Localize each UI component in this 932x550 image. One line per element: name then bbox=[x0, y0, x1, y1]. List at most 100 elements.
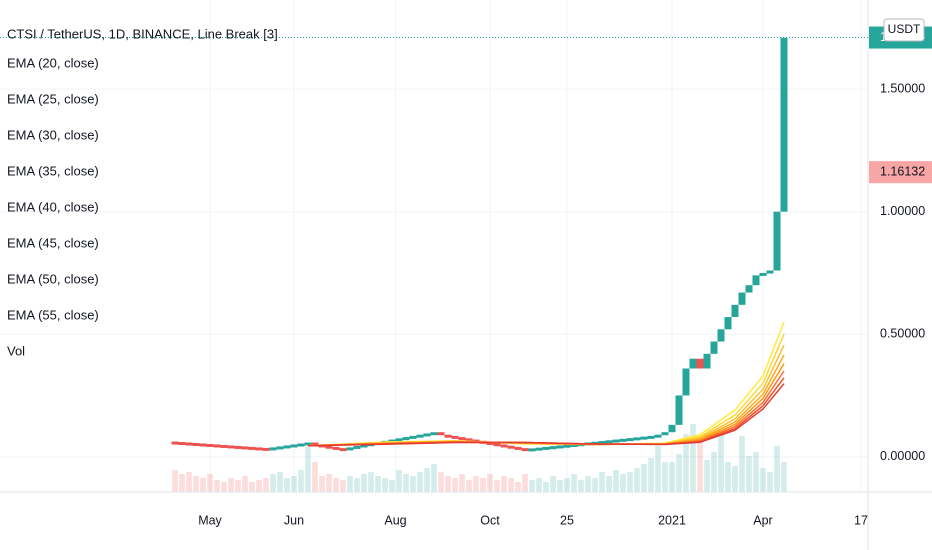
brick bbox=[444, 434, 452, 438]
x-tick-label: 2021 bbox=[658, 513, 686, 527]
brick bbox=[626, 438, 634, 442]
volume-bar bbox=[214, 480, 220, 492]
volume-bar bbox=[683, 434, 689, 492]
volume-bar bbox=[298, 470, 304, 492]
volume-bar bbox=[221, 482, 227, 492]
brick bbox=[759, 272, 767, 276]
volume-bar bbox=[725, 462, 731, 492]
brick bbox=[304, 442, 312, 446]
brick bbox=[696, 358, 704, 369]
x-tick-label: 17 bbox=[854, 513, 868, 527]
volume-bar bbox=[739, 436, 745, 492]
volume-bar bbox=[270, 474, 276, 492]
brick bbox=[514, 446, 522, 450]
brick bbox=[717, 329, 725, 342]
volume-bar bbox=[767, 472, 773, 492]
volume-bar bbox=[578, 480, 584, 492]
brick bbox=[710, 341, 718, 354]
brick bbox=[598, 441, 606, 445]
volume-bar bbox=[606, 476, 612, 492]
brick bbox=[640, 436, 648, 440]
brick bbox=[276, 446, 284, 450]
volume-bar bbox=[459, 474, 465, 492]
volume-bar bbox=[305, 447, 311, 492]
volume-bar bbox=[473, 476, 479, 492]
brick bbox=[353, 445, 361, 449]
brick bbox=[549, 446, 557, 450]
brick bbox=[731, 304, 739, 318]
brick bbox=[619, 438, 627, 442]
volume-bar bbox=[746, 456, 752, 492]
brick bbox=[654, 434, 662, 438]
brick bbox=[465, 438, 473, 442]
brick bbox=[486, 442, 494, 446]
brick bbox=[605, 440, 613, 444]
volume-bar bbox=[242, 476, 248, 492]
brick bbox=[633, 437, 641, 441]
y-tick-label: 0.50000 bbox=[880, 327, 925, 341]
legend-entry: Vol bbox=[7, 343, 25, 358]
volume-bar bbox=[354, 478, 360, 492]
currency-button[interactable] bbox=[883, 18, 925, 42]
volume-bar bbox=[550, 476, 556, 492]
volume-bar bbox=[256, 480, 262, 492]
x-tick-label: Aug bbox=[384, 513, 406, 527]
brick bbox=[528, 448, 536, 452]
brick bbox=[339, 448, 347, 452]
volume-bar bbox=[774, 446, 780, 492]
brick bbox=[682, 368, 690, 396]
x-tick-label: Apr bbox=[753, 513, 772, 527]
brick bbox=[171, 441, 179, 445]
volume-bar bbox=[347, 476, 353, 492]
price-label-box bbox=[869, 161, 932, 184]
volume-bar bbox=[179, 474, 185, 492]
volume-bar bbox=[669, 462, 675, 492]
brick bbox=[360, 444, 368, 448]
brick bbox=[500, 444, 508, 448]
legend-entry: EMA (30, close) bbox=[7, 127, 99, 142]
volume-bar bbox=[487, 474, 493, 492]
volume-bar bbox=[410, 476, 416, 492]
brick bbox=[241, 446, 249, 450]
volume-bar bbox=[389, 480, 395, 492]
x-tick-label: May bbox=[198, 513, 222, 527]
legend-entry: EMA (50, close) bbox=[7, 271, 99, 286]
brick bbox=[738, 292, 746, 305]
volume-bar bbox=[207, 474, 213, 492]
brick bbox=[388, 439, 396, 443]
volume-bar bbox=[291, 476, 297, 492]
volume bbox=[172, 424, 787, 492]
volume-bar bbox=[704, 460, 710, 492]
volume-bar bbox=[368, 472, 374, 492]
legend-entry: EMA (45, close) bbox=[7, 235, 99, 250]
brick bbox=[724, 317, 732, 330]
volume-bar bbox=[333, 478, 339, 492]
brick bbox=[612, 439, 620, 443]
brick bbox=[556, 445, 564, 449]
volume-bar bbox=[648, 458, 654, 492]
brick bbox=[689, 358, 697, 369]
brick bbox=[220, 444, 228, 448]
volume-bar bbox=[522, 474, 528, 492]
volume-bar bbox=[571, 474, 577, 492]
volume-bar bbox=[508, 478, 514, 492]
volume-bar bbox=[711, 452, 717, 492]
volume-bar bbox=[438, 472, 444, 492]
brick bbox=[668, 424, 676, 433]
volume-bar bbox=[340, 480, 346, 492]
legend-entry: EMA (40, close) bbox=[7, 199, 99, 214]
brick bbox=[290, 444, 298, 448]
volume-bar bbox=[627, 472, 633, 492]
volume-bar bbox=[186, 472, 192, 492]
volume-bar bbox=[592, 478, 598, 492]
volume-bar bbox=[620, 474, 626, 492]
brick bbox=[766, 270, 774, 274]
brick bbox=[311, 442, 319, 446]
volume-bar bbox=[732, 466, 738, 492]
volume-bar bbox=[557, 480, 563, 492]
legend: CTSI / TetherUS, 1D, BINANCE, Line Break… bbox=[7, 26, 278, 358]
currency[interactable]: USDT bbox=[888, 22, 921, 36]
brick bbox=[234, 445, 242, 449]
volume-bar bbox=[284, 478, 290, 492]
volume-bar bbox=[396, 470, 402, 492]
